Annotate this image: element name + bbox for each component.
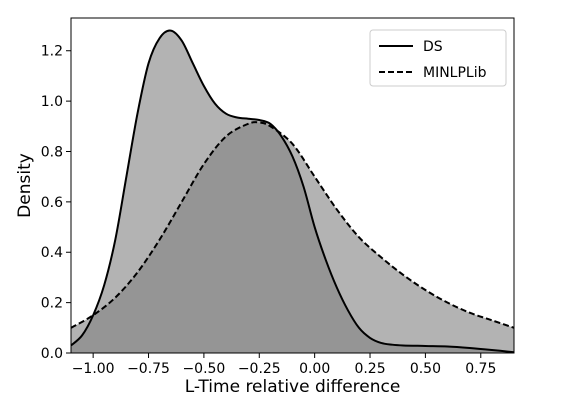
x-tick-label: −0.50 bbox=[182, 361, 225, 377]
y-axis-label: Density bbox=[15, 153, 35, 218]
y-tick-label: 1.0 bbox=[41, 94, 63, 110]
x-tick-label: −1.00 bbox=[72, 361, 115, 377]
legend-box bbox=[369, 29, 507, 87]
x-tick-label: −0.25 bbox=[238, 361, 281, 377]
density-line-minlplib bbox=[70, 121, 515, 329]
density-lines bbox=[70, 29, 515, 354]
x-tick-label: 0.25 bbox=[354, 361, 385, 377]
density-fills bbox=[71, 30, 514, 354]
legend-label-minlplib: MINLPLib bbox=[423, 65, 487, 81]
y-tick-label: 0.0 bbox=[41, 346, 63, 362]
x-axis: −1.00 −0.75 −0.50 −0.25 0.00 0.25 0.50 0.75 bbox=[72, 353, 496, 377]
x-tick-label: 0.00 bbox=[299, 361, 330, 377]
y-tick-label: 0.2 bbox=[41, 296, 63, 312]
x-tick-label: 0.75 bbox=[465, 361, 496, 377]
area-fill-minlplib bbox=[71, 122, 514, 353]
y-tick-label: 0.8 bbox=[41, 144, 63, 160]
legend-label-ds: DS bbox=[423, 39, 443, 55]
y-tick-label: 0.6 bbox=[41, 195, 63, 211]
legend: DS MINLPLib bbox=[369, 29, 507, 87]
y-tick-label: 0.4 bbox=[41, 245, 63, 261]
y-axis: 0.0 0.2 0.4 0.6 0.8 1.0 1.2 bbox=[41, 44, 71, 362]
density-line-ds bbox=[70, 29, 515, 354]
x-tick-label: 0.50 bbox=[410, 361, 441, 377]
x-tick-label: −0.75 bbox=[127, 361, 170, 377]
y-tick-label: 1.2 bbox=[41, 44, 63, 60]
plot-frame bbox=[70, 17, 515, 354]
x-axis-label: L-Time relative difference bbox=[185, 377, 401, 397]
